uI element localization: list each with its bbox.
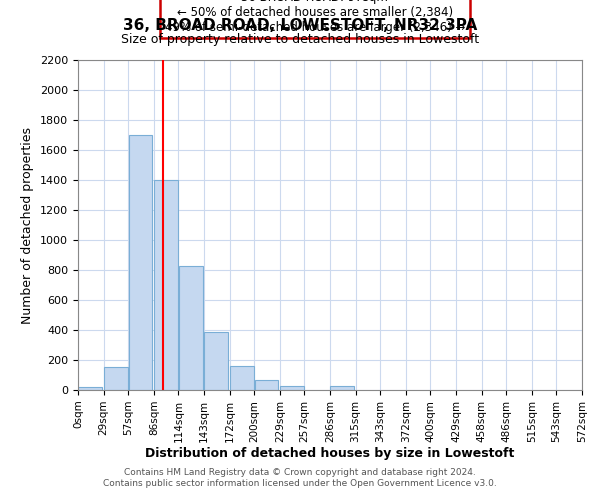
Text: Size of property relative to detached houses in Lowestoft: Size of property relative to detached ho… xyxy=(121,32,479,46)
Bar xyxy=(254,380,278,390)
Bar xyxy=(205,332,228,390)
Y-axis label: Number of detached properties: Number of detached properties xyxy=(22,126,34,324)
Bar xyxy=(179,266,203,390)
Bar xyxy=(331,386,354,390)
Text: 36, BROAD ROAD, LOWESTOFT, NR32 3PA: 36, BROAD ROAD, LOWESTOFT, NR32 3PA xyxy=(123,18,477,32)
Text: Contains HM Land Registry data © Crown copyright and database right 2024.
Contai: Contains HM Land Registry data © Crown c… xyxy=(103,468,497,487)
Bar xyxy=(280,386,304,390)
Bar xyxy=(154,180,178,390)
Bar xyxy=(128,135,152,390)
Bar xyxy=(230,366,254,390)
Bar xyxy=(104,367,128,390)
Text: 36 BROAD ROAD: 97sqm
← 50% of detached houses are smaller (2,384)
49% of semi-de: 36 BROAD ROAD: 97sqm ← 50% of detached h… xyxy=(164,0,465,34)
X-axis label: Distribution of detached houses by size in Lowestoft: Distribution of detached houses by size … xyxy=(145,448,515,460)
Bar xyxy=(79,387,102,390)
